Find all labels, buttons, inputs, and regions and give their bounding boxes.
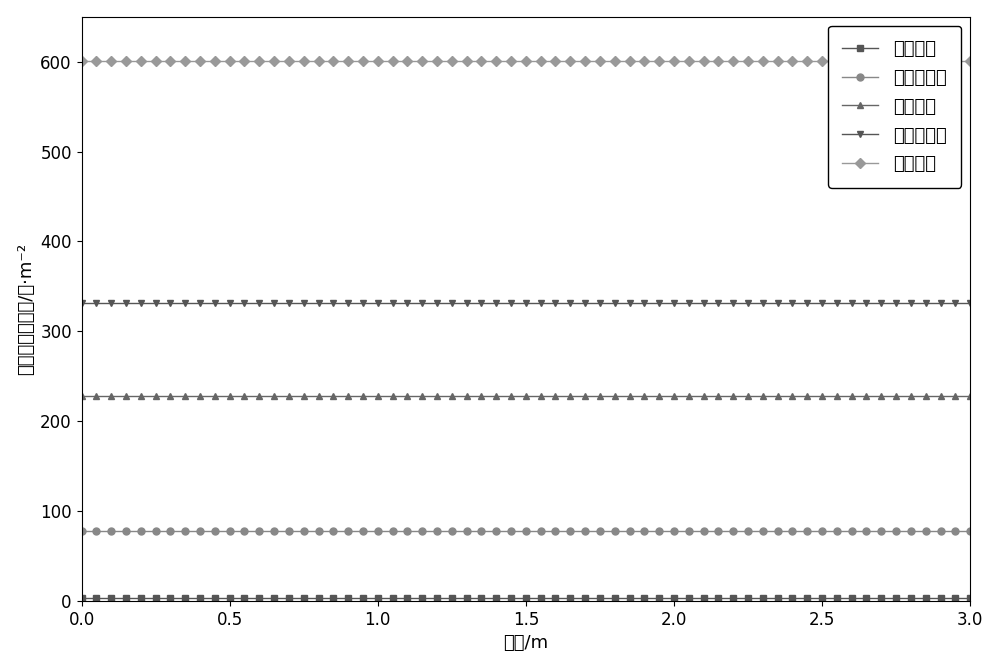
- 中低收入户: [964, 527, 976, 535]
- 高收入户: [964, 57, 976, 65]
- Line: 低收入户: 低收入户: [79, 595, 973, 601]
- 中高收入户: [964, 298, 976, 306]
- 高收入户: [387, 57, 399, 65]
- 低收入户: [846, 594, 858, 602]
- 中收入户: [964, 392, 976, 400]
- 中高收入户: [253, 298, 265, 306]
- 中高收入户: [283, 298, 295, 306]
- 高收入户: [549, 57, 561, 65]
- 中低收入户: [609, 527, 621, 535]
- 中低收入户: [253, 527, 265, 535]
- 低收入户: [609, 594, 621, 602]
- Line: 中低收入户: 中低收入户: [78, 527, 974, 535]
- 中收入户: [76, 392, 88, 400]
- 低收入户: [76, 594, 88, 602]
- 中低收入户: [283, 527, 295, 535]
- 中低收入户: [387, 527, 399, 535]
- 中高收入户: [609, 298, 621, 306]
- 高收入户: [76, 57, 88, 65]
- 中低收入户: [76, 527, 88, 535]
- 中高收入户: [76, 298, 88, 306]
- Line: 中收入户: 中收入户: [78, 393, 974, 399]
- 中收入户: [609, 392, 621, 400]
- Legend: 低收入户, 中低收入户, 中收入户, 中高收入户, 高收入户: 低收入户, 中低收入户, 中收入户, 中高收入户, 高收入户: [828, 25, 961, 188]
- 中收入户: [846, 392, 858, 400]
- Line: 高收入户: 高收入户: [78, 58, 974, 64]
- 中收入户: [283, 392, 295, 400]
- 低收入户: [283, 594, 295, 602]
- Line: 中高收入户: 中高收入户: [78, 299, 974, 306]
- 低收入户: [387, 594, 399, 602]
- 高收入户: [609, 57, 621, 65]
- 中收入户: [387, 392, 399, 400]
- 低收入户: [549, 594, 561, 602]
- 高收入户: [253, 57, 265, 65]
- 高收入户: [283, 57, 295, 65]
- 中收入户: [253, 392, 265, 400]
- 中低收入户: [846, 527, 858, 535]
- 低收入户: [964, 594, 976, 602]
- 中高收入户: [549, 298, 561, 306]
- X-axis label: 水深/m: 水深/m: [503, 634, 548, 652]
- 高收入户: [846, 57, 858, 65]
- 中高收入户: [846, 298, 858, 306]
- 中高收入户: [387, 298, 399, 306]
- Y-axis label: 单位面积损失值/元·m⁻²: 单位面积损失值/元·m⁻²: [17, 243, 35, 375]
- 中收入户: [549, 392, 561, 400]
- 低收入户: [253, 594, 265, 602]
- 中低收入户: [549, 527, 561, 535]
